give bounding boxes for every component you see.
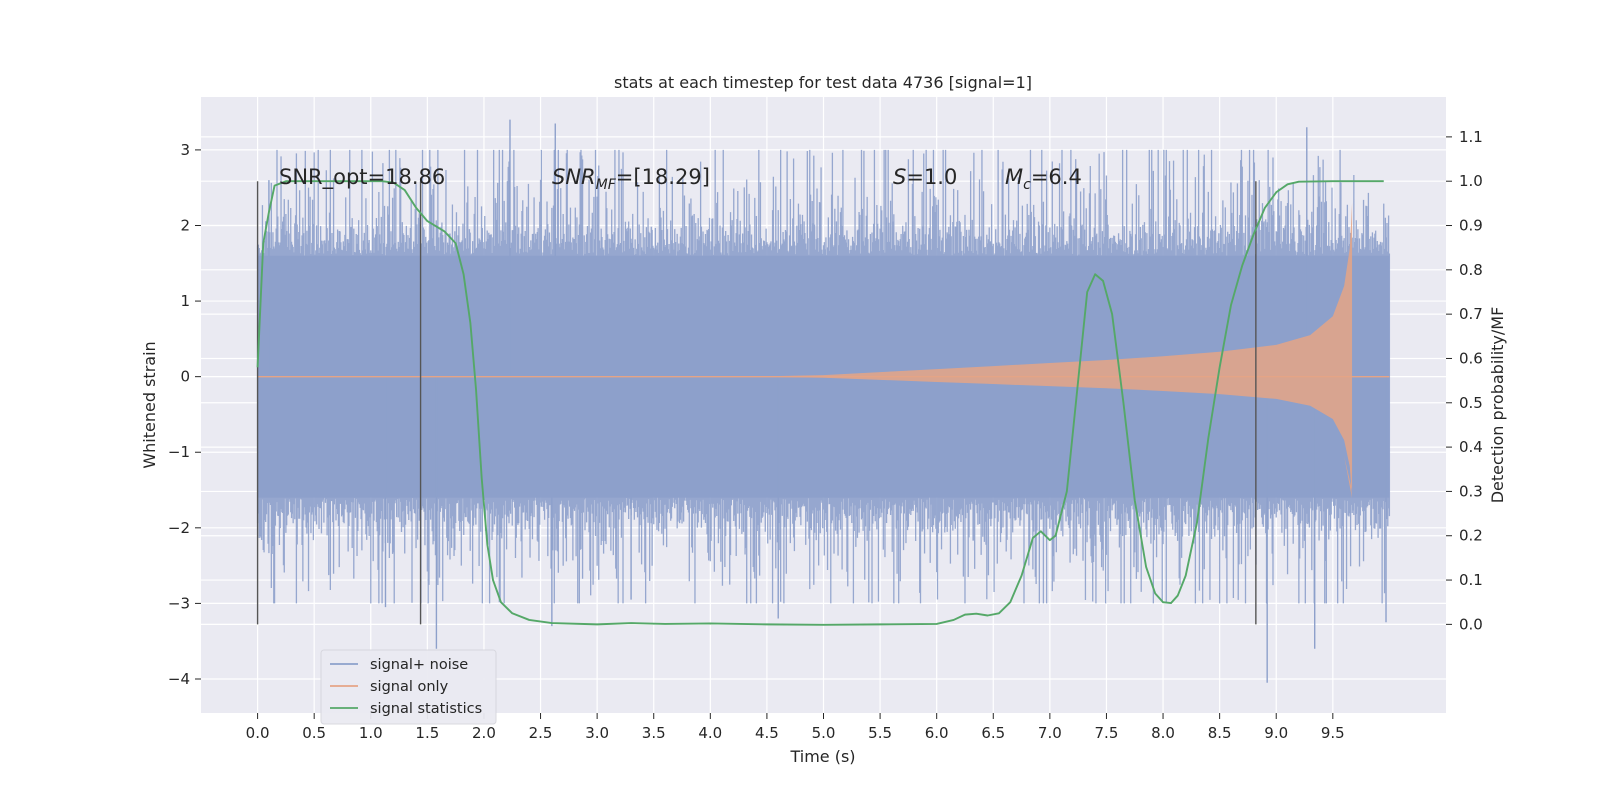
y-tick-label: −3	[168, 594, 190, 612]
legend-label-signal-statistics: signal statistics	[370, 701, 482, 717]
y-tick-label: 1	[180, 292, 190, 310]
annotation-snr-mf-symbol: SNR	[552, 165, 596, 189]
y2-tick-label: 0.8	[1459, 261, 1483, 279]
annotation-snr-mf-subscript: MF	[596, 177, 617, 193]
annotation-s-symbol: S	[893, 165, 906, 189]
series-signal-statistics	[256, 180, 1384, 626]
x-tick-label: 6.0	[925, 724, 949, 742]
x-tick-label: 3.0	[585, 724, 609, 742]
x-tick-label: 7.5	[1095, 724, 1119, 742]
vertical-markers	[256, 181, 1257, 625]
y2-tick-label: 0.3	[1459, 482, 1483, 500]
x-tick-label: 7.0	[1038, 724, 1062, 742]
x-tick-label: 4.5	[755, 724, 779, 742]
y2-tick-label: 0.7	[1459, 305, 1483, 323]
x-axis-ticks: 0.0 0.5 1.0 1.5 2.0 2.5 3.0 3.5 4.0 4.5 5.0 5.5 6.0 6…	[246, 713, 1345, 742]
legend: signal+ noise signal only signal statist…	[320, 649, 497, 725]
y2-tick-label: 1.1	[1459, 128, 1483, 146]
annotation-s: S=1.0	[893, 165, 957, 189]
series-signal-only	[257, 202, 1390, 499]
signal-statistics-line	[256, 180, 1384, 626]
annotation-mc-symbol: M	[1005, 165, 1023, 189]
x-tick-label: 9.0	[1264, 724, 1288, 742]
y-tick-label: 0	[180, 368, 190, 386]
y2-tick-label: 0.0	[1459, 615, 1483, 633]
x-tick-label: 8.0	[1151, 724, 1175, 742]
y-tick-label: −1	[168, 443, 190, 461]
x-tick-label: 2.5	[529, 724, 553, 742]
annotation-snr-mf-value: =[18.29]	[616, 165, 710, 189]
y-tick-label: −2	[168, 519, 190, 537]
y-axis-title: Whitened strain	[140, 341, 159, 468]
annotation-mc: Mc=6.4	[1005, 165, 1082, 193]
x-tick-label: 5.0	[812, 724, 836, 742]
annotations: SNR_opt=18.86 SNRMF=[18.29] S=1.0 Mc=6.4	[279, 165, 1082, 193]
annotation-snr-opt: SNR_opt=18.86	[279, 165, 445, 190]
x-axis-title: Time (s)	[789, 747, 855, 766]
legend-label-signal-only: signal only	[370, 679, 449, 695]
x-tick-label: 9.5	[1321, 724, 1345, 742]
y2-tick-label: 0.5	[1459, 394, 1483, 412]
y2-tick-label: 0.6	[1459, 349, 1483, 367]
annotation-mc-value: =6.4	[1031, 165, 1082, 189]
x-tick-label: 1.0	[359, 724, 383, 742]
x-tick-label: 1.5	[415, 724, 439, 742]
y2-tick-label: 0.2	[1459, 527, 1483, 545]
y-tick-label: 2	[180, 216, 190, 234]
y2-tick-label: 0.4	[1459, 438, 1483, 456]
x-tick-label: 0.5	[302, 724, 326, 742]
annotation-snr-mf: SNRMF=[18.29]	[552, 165, 710, 193]
annotation-s-value: =1.0	[906, 165, 957, 189]
y2-tick-label: 1.0	[1459, 172, 1483, 190]
y-tick-label: −4	[168, 670, 190, 688]
y2-tick-label: 0.1	[1459, 571, 1483, 589]
x-tick-label: 0.0	[246, 724, 270, 742]
x-tick-label: 8.5	[1208, 724, 1232, 742]
x-tick-label: 3.5	[642, 724, 666, 742]
y2-axis-title: Detection probability/MF	[1488, 307, 1507, 504]
legend-box	[320, 649, 497, 725]
x-tick-label: 6.5	[981, 724, 1005, 742]
x-tick-label: 2.0	[472, 724, 496, 742]
y2-axis-ticks: 1.1 1.0 0.9 0.8 0.7 0.6 0.5 0.4 0.3 0.2 0.1 0.0	[1446, 128, 1483, 633]
chart-title: stats at each timestep for test data 473…	[614, 73, 1032, 92]
annotation-mc-subscript: c	[1023, 177, 1031, 193]
legend-label-signal-noise: signal+ noise	[370, 657, 468, 673]
y2-tick-label: 0.9	[1459, 217, 1483, 235]
x-tick-label: 5.5	[868, 724, 892, 742]
y-tick-label: 3	[180, 141, 190, 159]
y-axis-ticks: 3 2 1 0 −1 −2 −3 −4	[168, 141, 201, 688]
x-tick-label: 4.0	[698, 724, 722, 742]
